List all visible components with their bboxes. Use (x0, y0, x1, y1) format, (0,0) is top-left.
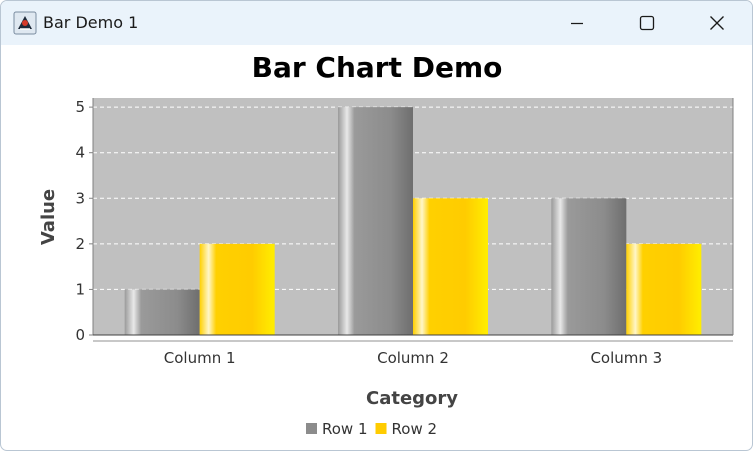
x-tick-label: Column 1 (164, 349, 236, 367)
window-title: Bar Demo 1 (43, 13, 139, 32)
bar-row-1-column-3 (551, 198, 627, 335)
legend-label: Row 2 (392, 420, 438, 438)
java-duke-icon (13, 11, 37, 35)
close-button[interactable] (682, 1, 752, 45)
y-tick-label: 4 (75, 144, 85, 162)
y-tick-label: 3 (75, 189, 85, 207)
y-tick-label: 1 (75, 280, 85, 298)
maximize-button[interactable] (612, 1, 682, 45)
close-icon (710, 16, 724, 30)
title-bar[interactable]: Bar Demo 1 (1, 1, 752, 45)
bar-row-2-column-3 (626, 243, 702, 335)
y-tick-label: 5 (75, 98, 85, 116)
legend: Row 1 Row 2 (306, 420, 437, 438)
legend-swatch (306, 423, 317, 434)
x-tick-label: Column 2 (377, 349, 449, 367)
y-axis-label: Value (38, 189, 59, 245)
minimize-icon (571, 22, 583, 25)
bar-row-2-column-1 (199, 243, 275, 335)
minimize-button[interactable] (542, 1, 612, 45)
x-axis-label: Category (366, 388, 458, 409)
legend-swatch (375, 423, 387, 434)
bar-row-1-column-1 (124, 289, 200, 335)
y-tick-label: 2 (75, 235, 85, 253)
legend-label: Row 1 (322, 420, 368, 438)
x-tick-label: Column 3 (590, 349, 662, 367)
bar-row-1-column-2 (338, 107, 413, 335)
maximize-icon (639, 15, 655, 31)
y-tick-label: 0 (75, 326, 85, 344)
bar-row-2-column-2 (413, 198, 488, 335)
chart-title: Bar Chart Demo (252, 51, 503, 84)
bar-chart: Bar Chart Demo 0 1 2 3 4 5 Column 1 Column 2 Col… (38, 51, 734, 438)
